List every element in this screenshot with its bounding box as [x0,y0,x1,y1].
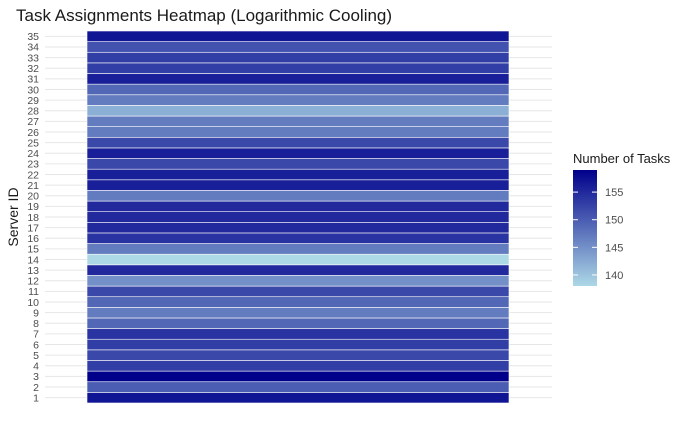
y-tick-label: 21 [27,180,39,192]
heatmap-cell-server-33 [86,51,510,64]
y-tick-label: 15 [27,244,39,256]
y-tick-label: 24 [27,148,39,160]
y-tick-label: 32 [27,63,39,75]
heatmap-cell-server-17 [86,222,510,234]
heatmap-cell-server-32 [86,62,510,74]
heatmap-cell-server-30 [86,83,510,96]
y-tick-label: 33 [27,52,39,64]
y-tick-label: 5 [33,350,39,362]
legend-colorbar [573,170,597,286]
y-tick-label: 7 [33,329,39,341]
y-tick-label: 1 [33,392,39,404]
heatmap-cell-server-16 [86,232,510,244]
heatmap-cell-server-2 [86,381,510,393]
heatmap-cell-server-5 [86,349,510,361]
y-tick-label: 19 [27,201,39,213]
heatmap-cell-server-35 [86,30,510,42]
heatmap-cell-server-25 [86,136,510,149]
legend-ticks: 140 145 150 155 [573,187,623,282]
y-tick-label: 35 [27,31,39,43]
heatmap-cell-server-13 [86,264,510,276]
y-tick-label: 25 [27,137,39,149]
y-tick-label: 22 [27,169,39,181]
heatmap-cell-server-34 [86,41,510,53]
y-tick-label: 14 [27,254,39,266]
y-tick-label: 17 [27,222,39,234]
heatmap-cell-server-14 [86,253,510,266]
heatmap-cell-server-18 [86,211,510,223]
heatmap-cell-server-19 [86,200,510,212]
y-tick-label: 6 [33,339,39,351]
y-tick-label: 27 [27,116,39,128]
heatmap-cell-server-26 [86,126,510,138]
chart-title: Task Assignments Heatmap (Logarithmic Co… [16,6,392,25]
y-tick-label: 9 [33,307,39,319]
legend-title: Number of Tasks [573,151,671,166]
y-tick-label: 20 [27,191,39,203]
y-tick-label: 8 [33,318,39,330]
legend-tick-label: 140 [605,270,623,282]
heatmap-cell-server-10 [86,296,510,308]
y-tick-label: 11 [28,286,39,298]
y-tick-label: 30 [27,84,39,96]
heatmap-cell-server-7 [86,328,510,340]
heatmap-cell-server-15 [86,243,510,255]
heatmap-cell-server-4 [86,360,510,372]
y-tick-label: 23 [27,159,39,171]
heatmap-cell-server-20 [86,190,510,202]
y-tick-label: 3 [33,371,39,383]
y-tick-label: 10 [27,297,39,309]
y-tick-label: 2 [33,382,39,394]
heatmap-cell-server-6 [86,338,510,351]
heatmap-cell-server-21 [86,179,510,191]
color-legend: Number of Tasks 140 145 150 155 [573,151,671,286]
y-tick-label: 26 [27,127,39,139]
y-tick-label: 4 [33,361,39,373]
y-tick-label: 28 [27,106,39,118]
legend-tick-label: 145 [605,242,623,254]
heatmap-cell-server-29 [86,94,510,106]
y-tick-label: 34 [27,42,39,54]
y-tick-label: 16 [27,233,39,245]
heatmap-cell-server-27 [86,115,510,127]
heatmap-cells [86,30,510,404]
y-tick-labels: 1234567891011121314151617181920212223242… [27,31,39,404]
y-axis-title: Server ID [5,187,21,246]
legend-tick-label: 155 [605,187,623,199]
heatmap-cell-server-11 [86,285,510,298]
heatmap-cell-server-24 [86,147,510,159]
y-tick-label: 31 [27,74,39,86]
heatmap-cell-server-9 [86,307,510,319]
heatmap-cell-server-28 [86,105,510,117]
heatmap-cell-server-12 [86,275,510,287]
heatmap-cell-server-1 [86,392,510,404]
y-tick-label: 29 [27,95,39,107]
y-tick-label: 13 [27,265,39,277]
legend-tick-label: 150 [605,215,623,227]
heatmap-cell-server-31 [86,73,510,85]
heatmap-cell-server-22 [86,168,510,181]
heatmap-cell-server-8 [86,317,510,329]
heatmap-cell-server-23 [86,158,510,170]
y-tick-label: 12 [27,276,39,288]
y-tick-label: 18 [27,212,39,224]
heatmap-cell-server-3 [86,370,510,383]
